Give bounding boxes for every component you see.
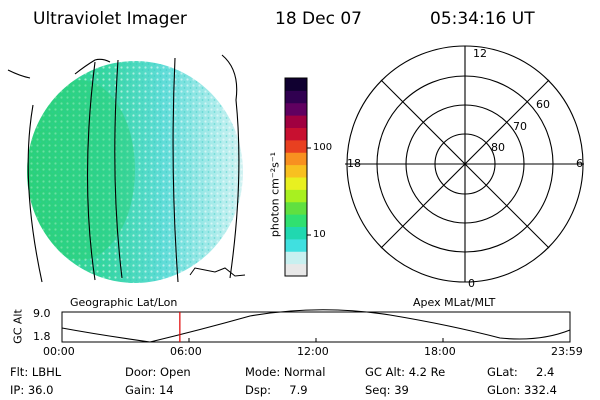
colorbar-segment — [285, 189, 307, 203]
info-dsp: Dsp: 7.9 — [245, 383, 308, 397]
colorbar — [285, 78, 307, 277]
colorbar-segment — [285, 152, 307, 166]
colorbar-tick-10: 10 — [313, 229, 326, 240]
info-seq: Seq: 39 — [365, 383, 409, 397]
instrument-title: Ultraviolet Imager — [33, 9, 187, 29]
mlat-label-80: 80 — [491, 141, 505, 154]
polar-grid — [345, 45, 584, 283]
date-label: 18 Dec 07 — [275, 9, 362, 29]
colorbar-segment — [285, 177, 307, 190]
altitude-xtick-0: 00:00 — [43, 345, 75, 358]
colorbar-tick-100: 100 — [313, 142, 333, 153]
altitude-ylabel: GC Alt — [11, 309, 25, 344]
mlt-label-6: 6 — [576, 157, 583, 170]
mlt-label-12: 12 — [473, 47, 487, 60]
info-flt: Flt: LBHL — [10, 365, 62, 379]
altitude-xtick-2: 12:00 — [297, 345, 329, 358]
colorbar-segment — [285, 251, 307, 265]
colorbar-segment — [285, 90, 307, 104]
colorbar-unit-label: photon cm⁻²s⁻¹ — [268, 151, 282, 238]
altitude-ytick-bottom: 1.8 — [33, 330, 51, 343]
info-ip: IP: 36.0 — [10, 383, 54, 397]
info-gain: Gain: 14 — [125, 383, 174, 397]
altitude-xtick-4: 23:59 — [551, 345, 583, 358]
colorbar-segment — [285, 263, 307, 277]
colorbar-segment — [285, 78, 307, 91]
mlt-label-0: 0 — [468, 277, 475, 290]
colorbar-segment — [285, 201, 307, 215]
altitude-curve — [61, 309, 571, 343]
colorbar-frame — [284, 77, 308, 277]
colorbar-segment — [285, 102, 307, 116]
info-door: Door: Open — [125, 365, 191, 379]
geographic-grid — [7, 54, 240, 283]
colorbar-segment — [285, 115, 307, 128]
apex-panel-label: Apex MLat/MLT — [413, 296, 496, 309]
mlt-label-18: 18 — [347, 157, 361, 170]
uv-emission-disk — [27, 61, 243, 283]
altitude-ytick-top: 9.0 — [33, 307, 51, 320]
info-gcalt: GC Alt: 4.2 Re — [365, 365, 446, 379]
mlat-label-60: 60 — [536, 98, 550, 111]
colorbar-segment — [285, 238, 307, 252]
info-glon: GLon: 332.4 — [487, 383, 557, 397]
altitude-plot-frame — [61, 311, 571, 343]
altitude-xtick-1: 06:00 — [170, 345, 202, 358]
colorbar-segment — [285, 127, 307, 141]
colorbar-segment — [285, 214, 307, 227]
colorbar-segment — [285, 226, 307, 240]
time-label: 05:34:16 UT — [430, 9, 535, 29]
mlat-label-70: 70 — [513, 120, 527, 133]
colorbar-segment — [285, 164, 307, 178]
info-glat: GLat: 2.4 — [487, 365, 555, 379]
colorbar-segment — [285, 139, 307, 153]
altitude-xtick-3: 18:00 — [424, 345, 456, 358]
info-mode: Mode: Normal — [245, 365, 326, 379]
geographic-panel-label: Geographic Lat/Lon — [70, 296, 178, 309]
altitude-x-ticks — [61, 338, 571, 342]
